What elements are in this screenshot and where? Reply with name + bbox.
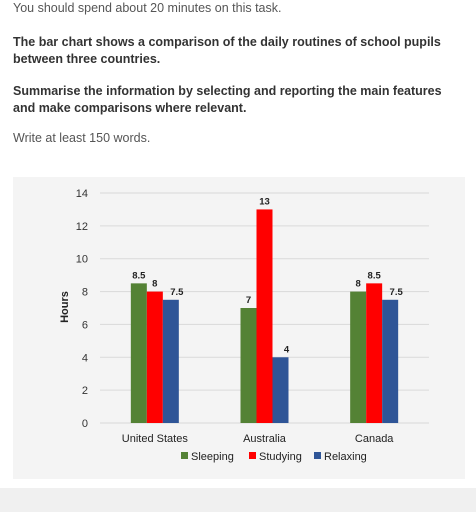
data-label: 8.5: [132, 270, 146, 281]
x-category-label: United States: [122, 433, 189, 445]
task-instructions: Summarise the information by selecting a…: [13, 84, 442, 115]
data-label: 13: [259, 196, 270, 207]
data-label: 8: [152, 279, 157, 290]
bars: [130, 209, 399, 423]
y-tick-label: 12: [76, 221, 88, 233]
data-label: 7.5: [390, 287, 404, 298]
legend-swatch-relaxing: [314, 452, 321, 459]
y-tick-label: 14: [76, 188, 88, 200]
bar-relaxing-0: [162, 299, 179, 423]
bar-studying-2: [366, 283, 383, 423]
data-label: 7.5: [170, 287, 184, 298]
bar-studying-0: [146, 291, 163, 423]
legend: Sleeping Studying Relaxing: [181, 451, 367, 463]
x-category-label: Australia: [243, 433, 287, 445]
word-count-note: Write at least 150 words.: [13, 131, 151, 145]
y-axis-label: Hours: [59, 291, 71, 323]
y-tick-label: 8: [82, 287, 88, 299]
data-label: 7: [246, 295, 251, 306]
y-tick-label: 0: [82, 418, 88, 430]
y-tick-label: 4: [82, 352, 88, 364]
legend-swatch-sleeping: [181, 452, 188, 459]
bar-relaxing-2: [382, 299, 399, 423]
y-tick-label: 6: [82, 319, 88, 331]
bar-chart: 0 2 4 6 8 10 12 14 United States Australia Canada…: [59, 188, 429, 463]
data-label: 8: [356, 279, 361, 290]
legend-label: Sleeping: [191, 451, 234, 463]
legend-label: Relaxing: [324, 451, 367, 463]
data-label: 4: [284, 344, 290, 355]
y-tick-label: 2: [82, 385, 88, 397]
y-tick-label: 10: [76, 254, 88, 266]
legend-swatch-studying: [249, 452, 256, 459]
bar-studying-1: [256, 209, 273, 423]
bar-sleeping-1: [240, 308, 257, 423]
data-label: 8.5: [368, 270, 382, 281]
y-axis-ticks: 0 2 4 6 8 10 12 14: [76, 188, 88, 430]
time-note: You should spend about 20 minutes on thi…: [13, 1, 282, 15]
data-labels: 8.5 8 7.5 7 13 4 8 8.5 7.5: [132, 196, 403, 355]
legend-label: Studying: [259, 451, 302, 463]
x-axis-categories: United States Australia Canada: [122, 433, 394, 445]
bar-relaxing-1: [272, 357, 289, 423]
task-description: The bar chart shows a comparison of the …: [13, 35, 441, 66]
page-footer-band: [0, 488, 476, 512]
x-category-label: Canada: [355, 433, 394, 445]
bar-sleeping-0: [130, 283, 147, 423]
bar-chart-panel: 0 2 4 6 8 10 12 14 United States Australia Canada…: [13, 177, 465, 479]
bar-sleeping-2: [350, 291, 367, 423]
